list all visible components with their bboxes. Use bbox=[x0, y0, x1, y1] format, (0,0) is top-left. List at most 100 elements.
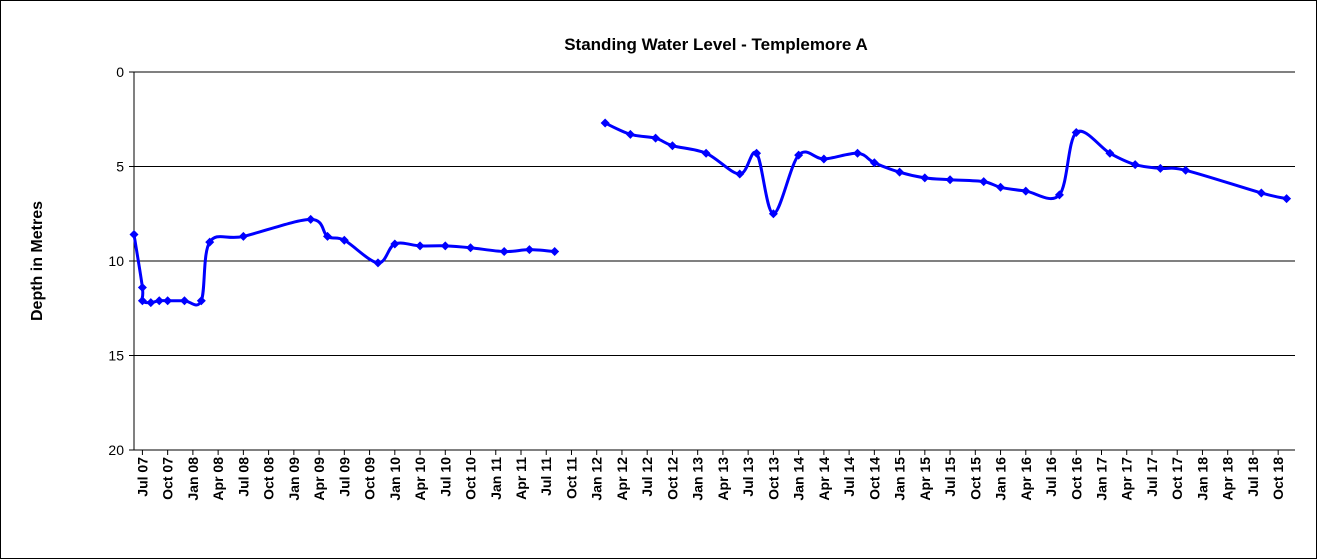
marker bbox=[415, 241, 425, 251]
marker bbox=[1181, 165, 1191, 175]
marker bbox=[196, 296, 206, 306]
y-tick-label: 10 bbox=[108, 253, 124, 269]
x-tick-label: Oct 10 bbox=[463, 457, 479, 500]
marker bbox=[1130, 160, 1140, 170]
marker bbox=[752, 148, 762, 158]
marker bbox=[205, 237, 215, 247]
marker bbox=[154, 296, 164, 306]
x-tick-label: Apr 11 bbox=[513, 457, 529, 500]
y-tick-label: 20 bbox=[108, 442, 124, 458]
x-tick-label: Apr 16 bbox=[1018, 457, 1034, 501]
x-tick-label: Jan 10 bbox=[387, 457, 403, 501]
x-tick-label: Oct 08 bbox=[261, 457, 277, 500]
marker bbox=[945, 175, 955, 185]
chart-title: Standing Water Level - Templemore A bbox=[564, 35, 868, 54]
marker bbox=[819, 154, 829, 164]
marker bbox=[306, 214, 316, 224]
marker bbox=[129, 230, 139, 240]
y-tick-label: 5 bbox=[116, 159, 124, 175]
x-tick-label: Apr 08 bbox=[210, 457, 226, 501]
x-tick-label: Jan 13 bbox=[690, 457, 706, 501]
x-tick-label: Jan 15 bbox=[892, 457, 908, 501]
marker bbox=[600, 118, 610, 128]
x-tick-label: Apr 12 bbox=[614, 457, 630, 501]
marker bbox=[895, 167, 905, 177]
x-tick-label: Jan 17 bbox=[1094, 457, 1110, 501]
x-tick-label: Oct 12 bbox=[664, 457, 680, 500]
x-tick-label: Jan 12 bbox=[589, 457, 605, 501]
x-tick-label: Jul 15 bbox=[942, 457, 958, 497]
x-tick-label: Apr 13 bbox=[715, 457, 731, 501]
x-tick-label: Oct 16 bbox=[1068, 457, 1084, 500]
marker bbox=[373, 258, 383, 268]
marker bbox=[996, 182, 1006, 192]
x-tick-label: Apr 10 bbox=[412, 457, 428, 501]
x-tick-label: Jan 14 bbox=[791, 457, 807, 501]
marker bbox=[499, 247, 509, 257]
x-tick-label: Jul 17 bbox=[1144, 457, 1160, 497]
marker bbox=[137, 282, 147, 292]
x-tick-label: Oct 18 bbox=[1270, 457, 1286, 500]
x-tick-label: Jan 16 bbox=[993, 457, 1009, 501]
marker bbox=[238, 231, 248, 241]
marker bbox=[768, 209, 778, 219]
x-tick-label: Jan 09 bbox=[286, 457, 302, 501]
x-tick-label: Oct 15 bbox=[967, 457, 983, 500]
x-tick-label: Jul 18 bbox=[1245, 457, 1261, 497]
x-tick-label: Oct 17 bbox=[1169, 457, 1185, 500]
marker bbox=[1282, 194, 1292, 204]
marker bbox=[701, 148, 711, 158]
marker bbox=[1071, 127, 1081, 137]
x-tick-label: Jul 16 bbox=[1043, 457, 1059, 497]
y-tick-label: 0 bbox=[116, 64, 124, 80]
y-tick-label: 15 bbox=[108, 348, 124, 364]
marker bbox=[667, 141, 677, 151]
marker bbox=[1054, 190, 1064, 200]
marker bbox=[1155, 163, 1165, 173]
marker bbox=[853, 148, 863, 158]
x-tick-label: Jul 09 bbox=[336, 457, 352, 497]
x-tick-label: Oct 11 bbox=[563, 457, 579, 499]
marker bbox=[794, 150, 804, 160]
x-tick-label: Jan 11 bbox=[488, 457, 504, 500]
x-tick-label: Jul 12 bbox=[639, 457, 655, 497]
marker bbox=[163, 296, 173, 306]
x-tick-label: Jul 07 bbox=[134, 457, 150, 497]
marker bbox=[146, 298, 156, 308]
x-tick-label: Oct 07 bbox=[160, 457, 176, 500]
marker bbox=[651, 133, 661, 143]
marker bbox=[735, 169, 745, 179]
marker bbox=[524, 245, 534, 255]
x-tick-label: Jul 14 bbox=[841, 457, 857, 497]
x-tick-label: Apr 15 bbox=[917, 457, 933, 501]
x-tick-label: Jul 13 bbox=[740, 457, 756, 497]
marker bbox=[550, 247, 560, 257]
y-axis-label: Depth in Metres bbox=[29, 201, 46, 321]
marker bbox=[979, 177, 989, 187]
x-tick-label: Jul 11 bbox=[538, 457, 554, 496]
marker bbox=[1105, 148, 1115, 158]
marker bbox=[323, 231, 332, 241]
marker bbox=[625, 129, 635, 139]
x-tick-label: Jan 18 bbox=[1194, 457, 1210, 501]
x-tick-label: Oct 14 bbox=[866, 457, 882, 500]
x-tick-label: Apr 09 bbox=[311, 457, 327, 501]
marker bbox=[1021, 186, 1031, 196]
x-tick-label: Jan 08 bbox=[185, 457, 201, 501]
marker bbox=[179, 296, 189, 306]
x-tick-label: Apr 14 bbox=[816, 457, 832, 501]
marker bbox=[1256, 188, 1266, 198]
x-tick-label: Oct 09 bbox=[362, 457, 378, 500]
marker bbox=[339, 235, 349, 245]
x-tick-label: Apr 17 bbox=[1119, 457, 1135, 501]
x-tick-label: Oct 13 bbox=[765, 457, 781, 500]
x-tick-label: Apr 18 bbox=[1220, 457, 1236, 501]
marker bbox=[466, 243, 476, 253]
marker bbox=[869, 158, 879, 168]
x-tick-label: Jul 10 bbox=[437, 457, 453, 497]
x-tick-label: Jul 08 bbox=[235, 457, 251, 497]
marker bbox=[390, 239, 400, 249]
marker bbox=[920, 173, 930, 183]
